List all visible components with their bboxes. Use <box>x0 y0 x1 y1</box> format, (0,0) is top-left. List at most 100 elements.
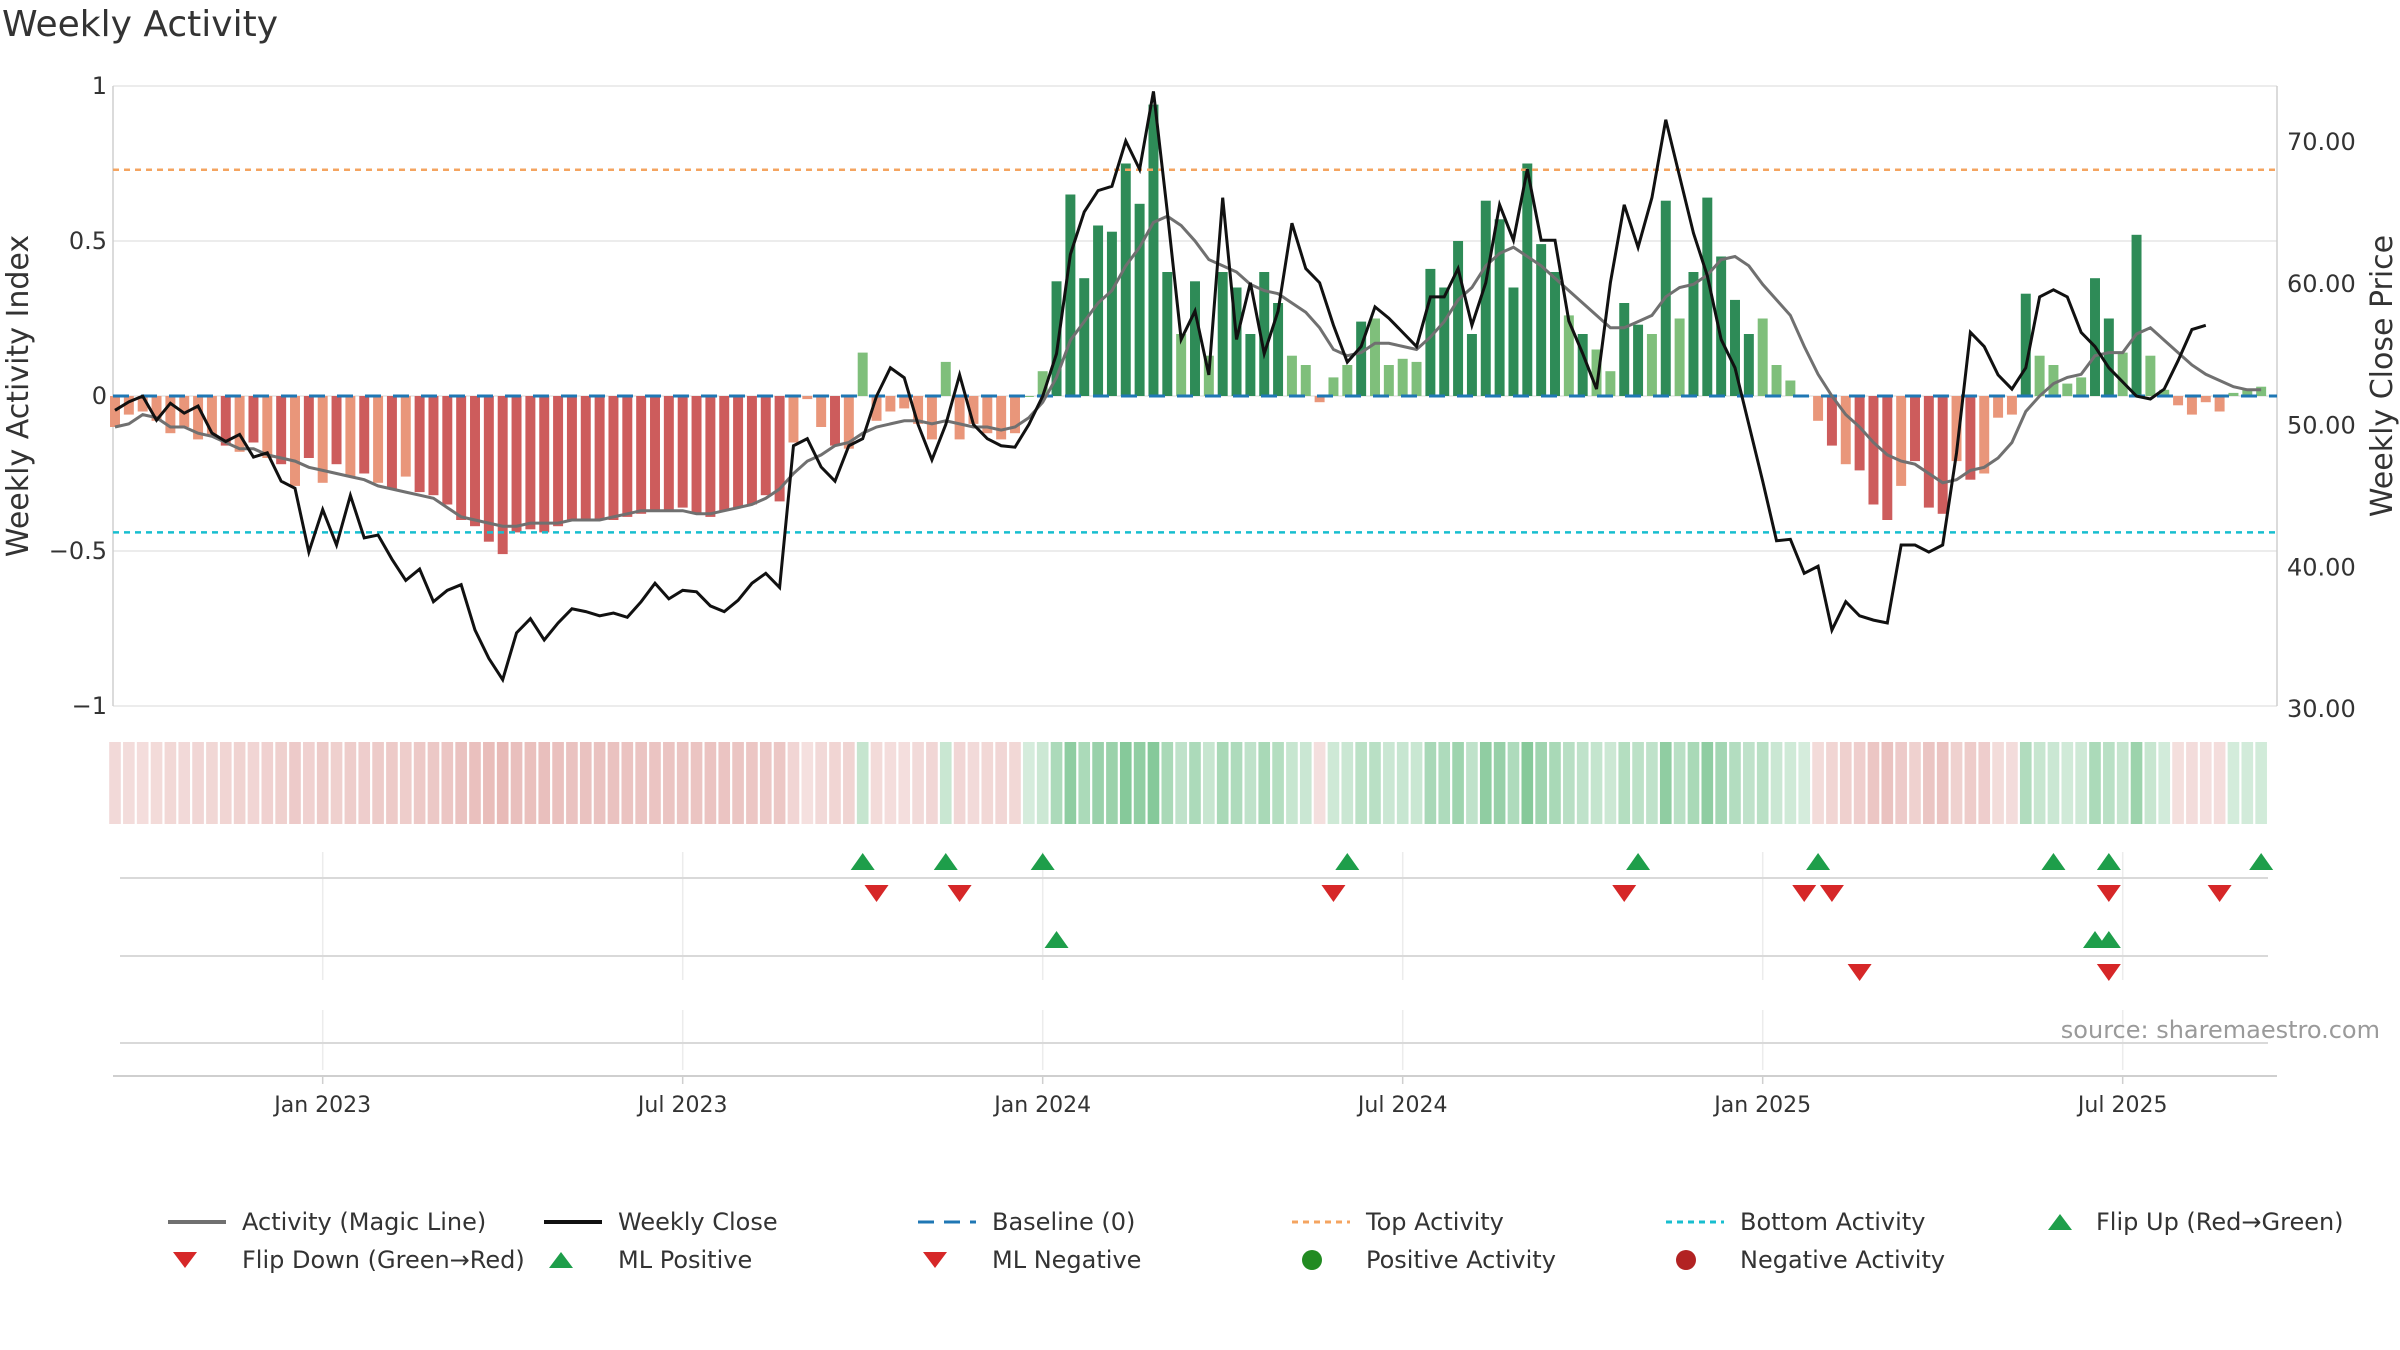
flip-down-marker <box>2207 885 2232 902</box>
activity-bar <box>913 396 924 424</box>
activity-bar <box>580 396 591 520</box>
activity-bar <box>677 396 688 508</box>
activity-strip-cell <box>870 742 883 824</box>
activity-bar <box>373 396 384 483</box>
activity-bar <box>1106 231 1117 396</box>
activity-strip-cell <box>1230 742 1243 824</box>
activity-strip-cell <box>1009 742 1021 824</box>
activity-strip-cell <box>1466 742 1478 824</box>
activity-bar <box>982 396 993 434</box>
triangle-down-icon <box>923 1252 947 1268</box>
activity-bar <box>1923 396 1934 508</box>
top-line-swatch-icon <box>1292 1220 1350 1224</box>
activity-strip-cell <box>2158 742 2171 824</box>
activity-bar <box>816 396 827 427</box>
y-tick-label: 0 <box>92 382 107 410</box>
activity-strip-cell <box>746 742 758 824</box>
legend-item-flip-down: Flip Down (Green→Red) <box>166 1246 525 1274</box>
y2-tick-label: 60.00 <box>2287 270 2356 298</box>
activity-strip-cell <box>1133 742 1146 824</box>
activity-bar <box>165 396 176 434</box>
activity-strip-cell <box>732 742 744 824</box>
flip-up-marker <box>933 853 958 870</box>
magic-line <box>114 214 2262 528</box>
activity-strip-cell <box>939 742 952 824</box>
activity-strip-cell <box>303 742 315 824</box>
weekly-close-line <box>114 91 2207 684</box>
activity-bar <box>2256 386 2267 396</box>
activity-bar <box>968 396 979 424</box>
y2-axis-title: Weekly Close Price <box>2365 235 2400 517</box>
activity-strip-cell <box>718 742 731 824</box>
activity-strip-cell <box>1313 742 1326 824</box>
activity-bar <box>248 396 259 443</box>
activity-bar <box>1120 163 1131 396</box>
activity-bar <box>1010 396 1020 434</box>
activity-bar <box>996 396 1007 440</box>
activity-strip-cell <box>2103 742 2115 824</box>
x-tick-label: Jul 2024 <box>1356 1093 1448 1118</box>
activity-strip-cell <box>1563 742 1575 824</box>
activity-bar <box>1314 396 1325 403</box>
legend-label: Baseline (0) <box>992 1208 1136 1236</box>
dot-icon <box>1676 1250 1696 1270</box>
activity-bar <box>193 396 204 440</box>
bottom-line-swatch-icon <box>1666 1220 1724 1224</box>
activity-strip-cell <box>455 742 467 824</box>
activity-bar <box>2006 396 2017 415</box>
activity-bar <box>234 396 245 452</box>
legend-label: Positive Activity <box>1366 1246 1556 1274</box>
x-tick-label: Jul 2023 <box>636 1093 728 1118</box>
activity-strip-cell <box>1936 742 1949 824</box>
activity-bar <box>442 396 453 505</box>
activity-strip-cell <box>2199 742 2212 824</box>
activity-strip-cell <box>995 742 1007 824</box>
activity-bar <box>1605 371 1616 396</box>
legend-item-baseline: Baseline (0) <box>916 1208 1135 1236</box>
activity-strip-cell <box>178 742 191 824</box>
activity-strip-cell <box>1244 742 1257 824</box>
activity-bar <box>788 396 799 443</box>
activity-strip-cell <box>233 742 246 824</box>
activity-strip-cell <box>1175 742 1187 824</box>
x-tick-label: Jan 2025 <box>1712 1093 1811 1118</box>
activity-strip-cell <box>663 742 675 824</box>
activity-bar <box>1993 396 2004 418</box>
legend-label: ML Negative <box>992 1246 1142 1274</box>
activity-strip-cell <box>136 742 149 824</box>
y-tick-label: 0.5 <box>69 227 107 255</box>
activity-bar <box>650 396 660 511</box>
activity-bar <box>483 396 494 542</box>
activity-strip-cell <box>2089 742 2101 824</box>
activity-strip-cell <box>2006 742 2018 824</box>
activity-strip-cell <box>884 742 897 824</box>
legend-label: Flip Up (Red→Green) <box>2096 1208 2344 1236</box>
activity-strip-cell <box>372 742 384 824</box>
activity-strip-cell <box>2213 742 2226 824</box>
legend-item-flip-up: Flip Up (Red→Green) <box>2038 1208 2344 1236</box>
activity-strip-cell <box>843 742 855 824</box>
y2-tick-label: 70.00 <box>2287 128 2356 156</box>
activity-bar <box>220 396 231 446</box>
activity-bar <box>705 396 716 517</box>
triangle-down-icon <box>173 1252 197 1268</box>
activity-strip-cell <box>1756 742 1769 824</box>
activity-bar <box>1826 396 1837 446</box>
activity-bar <box>2090 278 2100 396</box>
activity-bar <box>1840 396 1851 465</box>
activity-strip-cell <box>1770 742 1783 824</box>
flip-down-marker <box>1321 885 1346 902</box>
activity-bar <box>1259 272 1270 396</box>
flip-down-marker <box>1792 885 1817 902</box>
legend-item-top-activity: Top Activity <box>1290 1208 1504 1236</box>
activity-bar <box>151 396 162 421</box>
activity-strip-cell <box>1743 742 1755 824</box>
y-axis-title: Weekly Activity Index <box>1 235 36 557</box>
activity-bar <box>1328 377 1339 396</box>
activity-bar <box>137 396 148 412</box>
activity-strip-cell <box>1216 742 1229 824</box>
activity-strip-cell <box>206 742 218 824</box>
activity-bar <box>857 352 868 396</box>
activity-strip-cell <box>1189 742 1201 824</box>
activity-strip-cell <box>1895 742 1907 824</box>
